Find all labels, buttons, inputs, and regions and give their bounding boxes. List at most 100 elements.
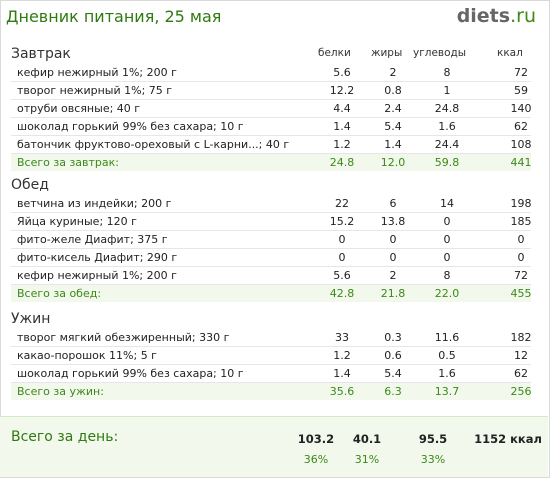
carbs-value: 0.5 xyxy=(438,349,456,362)
day-total-panel: Всего за день: 103.2 40.1 95.5 1152 ккал… xyxy=(0,416,548,477)
fat-value: 2 xyxy=(389,269,397,282)
day-kcal-total: 1152 ккал xyxy=(474,432,542,446)
kcal-value: 62 xyxy=(514,120,528,133)
protein-value: 5.6 xyxy=(333,269,351,282)
column-header-fat: жиры xyxy=(371,47,403,59)
kcal-total: 455 xyxy=(510,287,532,300)
column-header-kcal: ккал xyxy=(497,47,523,59)
table-row[interactable]: батончик фруктово-ореховый с L-карни...;… xyxy=(11,136,532,154)
kcal-value: 185 xyxy=(510,215,532,228)
carbs-value: 1.6 xyxy=(438,120,456,133)
fat-total: 6.3 xyxy=(384,385,402,398)
logo-main: diets xyxy=(456,5,511,27)
fat-value: 0.6 xyxy=(384,349,402,362)
carbs-value: 0 xyxy=(443,233,451,246)
food-name: кефир нежирный 1%; 200 г xyxy=(17,269,177,282)
total-label: Всего за обед: xyxy=(17,287,102,300)
carbs-value: 11.6 xyxy=(434,331,460,344)
meal-title-breakfast: Завтрак xyxy=(11,46,71,62)
carbs-value: 8 xyxy=(443,269,451,282)
day-protein-percent: 36% xyxy=(303,453,329,466)
fat-value: 13.8 xyxy=(380,215,406,228)
kcal-value: 59 xyxy=(514,84,528,97)
fat-value: 1.4 xyxy=(384,138,402,151)
protein-value: 1.2 xyxy=(333,138,351,151)
column-header-carbs: углеводы xyxy=(413,47,467,59)
day-carbs-percent: 33% xyxy=(420,453,446,466)
carbs-value: 0 xyxy=(443,251,451,264)
site-logo[interactable]: diets.ru xyxy=(457,5,536,27)
carbs-value: 8 xyxy=(443,66,451,79)
table-row[interactable]: творог нежирный 1%; 75 г 12.2 0.8 1 59 xyxy=(11,82,531,100)
food-name: какао-порошок 11%; 5 г xyxy=(17,349,157,362)
fat-value: 0 xyxy=(389,233,397,246)
protein-total: 42.8 xyxy=(329,287,355,300)
carbs-value: 1 xyxy=(443,84,451,97)
table-row[interactable]: фито-кисель Диафит; 290 г 0 0 0 0 xyxy=(11,249,531,267)
protein-value: 5.6 xyxy=(333,66,351,79)
meal-title-dinner: Ужин xyxy=(11,311,51,327)
day-total-label: Всего за день: xyxy=(11,429,119,445)
kcal-value: 72 xyxy=(514,66,528,79)
table-row[interactable]: кефир нежирный 1%; 200 г 5.6 2 8 72 xyxy=(11,267,531,285)
carbs-value: 14 xyxy=(440,197,454,210)
fat-value: 0.3 xyxy=(384,331,402,344)
table-row[interactable]: шоколад горький 99% без сахара; 10 г 1.4 5… xyxy=(11,118,531,136)
kcal-value: 0 xyxy=(517,251,525,264)
protein-value: 22 xyxy=(335,197,349,210)
kcal-value: 198 xyxy=(510,197,532,210)
day-protein-total: 103.2 xyxy=(297,432,335,446)
table-row[interactable]: Яйца куриные; 120 г 15.2 13.8 0 185 xyxy=(11,213,532,231)
protein-value: 0 xyxy=(338,251,346,264)
fat-value: 5.4 xyxy=(384,120,402,133)
fat-value: 0.8 xyxy=(384,84,402,97)
kcal-total: 256 xyxy=(510,385,532,398)
food-name: шоколад горький 99% без сахара; 10 г xyxy=(17,367,244,380)
protein-value: 0 xyxy=(338,233,346,246)
table-row[interactable]: какао-порошок 11%; 5 г 1.2 0.6 0.5 12 xyxy=(11,347,531,365)
kcal-total: 441 xyxy=(510,156,532,169)
food-name: творог нежирный 1%; 75 г xyxy=(17,84,173,97)
protein-value: 1.4 xyxy=(333,367,351,380)
table-row[interactable]: творог мягкий обезжиренный; 330 г 33 0.3 11… xyxy=(11,329,532,347)
protein-value: 15.2 xyxy=(329,215,355,228)
table-row[interactable]: кефир нежирный 1%; 200 г 5.6 2 8 72 xyxy=(11,64,531,82)
kcal-value: 12 xyxy=(514,349,528,362)
meal-total-row: Всего за завтрак: 24.8 12.0 59.8 441 xyxy=(11,154,532,171)
kcal-value: 62 xyxy=(514,367,528,380)
table-row[interactable]: ветчина из индейки; 200 г 22 6 14 198 xyxy=(11,195,532,213)
protein-value: 12.2 xyxy=(329,84,355,97)
kcal-value: 140 xyxy=(510,102,532,115)
food-name: кефир нежирный 1%; 200 г xyxy=(17,66,177,79)
table-row[interactable]: отруби овсяные; 40 г 4.4 2.4 24.8 140 xyxy=(11,100,532,118)
carbs-total: 22.0 xyxy=(434,287,460,300)
table-row[interactable]: шоколад горький 99% без сахара; 10 г 1.4 5… xyxy=(11,365,531,383)
food-name: Яйца куриные; 120 г xyxy=(17,215,137,228)
food-name: творог мягкий обезжиренный; 330 г xyxy=(17,331,230,344)
kcal-value: 0 xyxy=(517,233,525,246)
protein-value: 1.4 xyxy=(333,120,351,133)
day-fat-percent: 31% xyxy=(354,453,380,466)
food-name: ветчина из индейки; 200 г xyxy=(17,197,172,210)
fat-value: 0 xyxy=(389,251,397,264)
meal-title-lunch: Обед xyxy=(11,177,49,193)
column-header-protein: белки xyxy=(318,47,351,59)
fat-value: 6 xyxy=(389,197,397,210)
carbs-value: 24.4 xyxy=(434,138,460,151)
fat-total: 12.0 xyxy=(380,156,406,169)
carbs-total: 59.8 xyxy=(434,156,460,169)
fat-value: 2.4 xyxy=(384,102,402,115)
fat-value: 5.4 xyxy=(384,367,402,380)
carbs-value: 24.8 xyxy=(434,102,460,115)
food-name: фито-кисель Диафит; 290 г xyxy=(17,251,178,264)
protein-value: 4.4 xyxy=(333,102,351,115)
meal-total-row: Всего за ужин: 35.6 6.3 13.7 256 xyxy=(11,383,532,400)
kcal-value: 108 xyxy=(510,138,532,151)
day-carbs-total: 95.5 xyxy=(418,432,448,446)
protein-total: 35.6 xyxy=(329,385,355,398)
table-row[interactable]: фито-желе Диафит; 375 г 0 0 0 0 xyxy=(11,231,531,249)
page-title: Дневник питания, 25 мая xyxy=(6,7,222,26)
carbs-total: 13.7 xyxy=(434,385,460,398)
day-fat-total: 40.1 xyxy=(352,432,382,446)
total-label: Всего за ужин: xyxy=(17,385,104,398)
